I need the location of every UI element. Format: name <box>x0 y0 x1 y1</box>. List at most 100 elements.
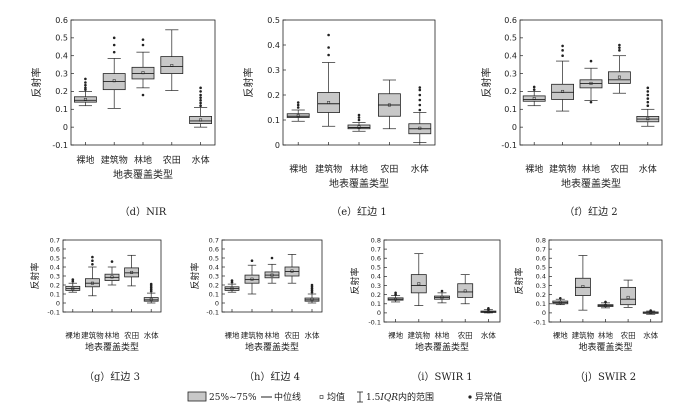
x-axis-label: 地表覆盖类型 <box>329 177 389 190</box>
outlier-point <box>310 285 314 289</box>
y-tick-label: 0 <box>275 141 280 150</box>
x-tick-label: 农田 <box>163 154 181 166</box>
y-tick-label: 0.6 <box>55 16 68 25</box>
box-2 <box>85 255 100 297</box>
outlier-point <box>199 96 202 99</box>
y-tick-label: 0.2 <box>504 87 517 96</box>
y-tick-label: 0.5 <box>371 264 381 272</box>
iqr-box <box>74 96 97 103</box>
outlier-point <box>418 88 422 92</box>
outlier-point <box>561 54 564 58</box>
outlier-point <box>91 263 94 266</box>
box-1 <box>224 279 240 293</box>
mean-marker <box>604 304 607 308</box>
x-tick-label: 裸地 <box>65 330 80 340</box>
mean-marker <box>581 285 585 288</box>
box-3 <box>264 256 280 284</box>
y-tick-label: 0.7 <box>536 245 546 253</box>
box-4 <box>284 254 300 284</box>
outlier-point <box>91 255 94 259</box>
box-3 <box>104 260 120 286</box>
mean-marker <box>149 297 153 301</box>
x-tick-label: 林地 <box>105 330 120 340</box>
outlier-point <box>84 88 87 91</box>
outlier-point <box>646 90 650 93</box>
legend-outlier-label: 异常值 <box>475 391 502 403</box>
y-tick-label: 0 <box>63 123 68 132</box>
y-tick-label: 0.1 <box>371 300 381 308</box>
y-tick-label: 0.8 <box>371 236 381 244</box>
x-tick-label: 农田 <box>621 330 636 340</box>
box-5 <box>143 282 159 304</box>
x-tick-label: 建筑物 <box>315 163 342 175</box>
x-tick-label: 裸地 <box>76 154 94 166</box>
mean-marker <box>486 310 490 314</box>
mean-marker <box>418 126 422 130</box>
outlier-point <box>91 259 94 263</box>
mean-marker <box>558 300 562 304</box>
box-1 <box>552 297 569 306</box>
outlier-point <box>296 106 300 109</box>
box-3 <box>434 289 450 304</box>
outlier-point <box>357 118 361 122</box>
y-tick-label: 0.2 <box>55 87 68 96</box>
y-tick-label: 0.6 <box>209 245 219 253</box>
outlier-point <box>394 291 397 295</box>
x-tick-label: 建筑物 <box>572 330 595 340</box>
outlier-point <box>589 59 593 63</box>
y-tick-label: 0.3 <box>55 69 68 78</box>
outlier-point <box>296 101 300 104</box>
x-tick-label: 水体 <box>192 154 210 166</box>
outlier-point <box>296 103 300 107</box>
mean-marker <box>71 287 75 291</box>
outlier-point <box>646 100 650 104</box>
box-5 <box>408 86 432 143</box>
mean-marker <box>357 125 361 129</box>
outlier-point <box>357 113 361 117</box>
box-5 <box>304 283 320 304</box>
outlier-point <box>532 88 536 91</box>
x-tick-label: 林地 <box>265 330 280 340</box>
x-tick-label: 水体 <box>643 330 658 340</box>
outlier-point <box>418 86 422 89</box>
outlier-point <box>310 287 314 290</box>
x-tick-label: 农田 <box>285 330 300 340</box>
outlier-point <box>84 83 87 87</box>
outlier-point <box>199 104 202 108</box>
outlier-point <box>646 93 650 97</box>
legend-mean-label: 均值 <box>327 391 345 403</box>
outlier-point <box>418 103 422 107</box>
y-tick-label: 0.5 <box>55 34 68 43</box>
y-tick-label: 0.6 <box>50 245 60 253</box>
box-1 <box>65 278 81 293</box>
y-tick-label: 0.2 <box>267 91 280 100</box>
mean-marker <box>250 277 254 281</box>
outlier-point <box>230 281 234 284</box>
outlier-point <box>149 290 153 293</box>
mean-marker <box>270 273 274 277</box>
outlier-point <box>327 46 330 49</box>
outlier-point <box>84 81 87 84</box>
outlier-point <box>646 86 650 90</box>
iqr-box <box>410 274 427 294</box>
x-axis-label: 地表覆盖类型 <box>245 341 299 353</box>
mean-marker <box>646 117 650 121</box>
iqr-box <box>160 56 184 74</box>
box-1 <box>522 85 546 107</box>
y-tick-label: 0.4 <box>504 52 517 61</box>
outlier-point <box>646 104 650 108</box>
y-tick-label: 0.4 <box>209 263 219 271</box>
box-2 <box>575 255 591 311</box>
box-4 <box>124 254 139 287</box>
x-tick-label: 裸地 <box>225 330 240 340</box>
x-tick-label: 林地 <box>598 330 613 340</box>
y-tick-label: 0 <box>542 309 546 317</box>
x-tick-label: 建筑物 <box>241 330 264 340</box>
legend-median-label: 中位线 <box>274 391 301 403</box>
y-tick-label: 0.1 <box>209 290 219 298</box>
subfigure-caption: （j）SWIR 2 <box>575 371 636 383</box>
y-tick-label: 0.3 <box>536 282 546 290</box>
y-tick-label: 0.1 <box>504 105 517 114</box>
